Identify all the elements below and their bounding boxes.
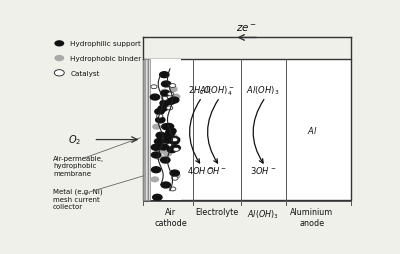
Circle shape	[160, 101, 169, 107]
Circle shape	[161, 182, 170, 188]
Circle shape	[161, 91, 170, 97]
Text: $Al(OH)_3$: $Al(OH)_3$	[246, 85, 280, 97]
Circle shape	[170, 135, 177, 140]
Circle shape	[157, 115, 163, 119]
Text: $3OH^-$: $3OH^-$	[250, 164, 276, 175]
Circle shape	[167, 147, 176, 153]
Circle shape	[152, 167, 161, 173]
Circle shape	[166, 99, 176, 105]
Circle shape	[170, 88, 177, 92]
Circle shape	[162, 82, 171, 88]
Circle shape	[161, 90, 168, 95]
Text: $4OH^-$: $4OH^-$	[187, 164, 214, 175]
Circle shape	[155, 155, 163, 160]
Text: $2H_2O$: $2H_2O$	[188, 85, 212, 97]
Text: Metal (e.g. Ni)
mesh current
collector: Metal (e.g. Ni) mesh current collector	[53, 188, 103, 209]
Circle shape	[167, 129, 176, 134]
Circle shape	[172, 95, 180, 100]
Circle shape	[170, 170, 179, 176]
Circle shape	[159, 145, 169, 150]
Circle shape	[150, 95, 160, 101]
Text: Air
cathode: Air cathode	[154, 208, 187, 227]
Circle shape	[157, 149, 164, 154]
Text: Air-permeable,
hydrophobic
membrane: Air-permeable, hydrophobic membrane	[53, 155, 104, 176]
Circle shape	[155, 109, 164, 115]
Circle shape	[154, 139, 164, 145]
Text: $O_2$: $O_2$	[68, 133, 81, 147]
Circle shape	[164, 124, 174, 130]
Text: $Al(OH)_4^-$: $Al(OH)_4^-$	[199, 84, 234, 98]
FancyArrowPatch shape	[190, 100, 200, 163]
Text: $ze^-$: $ze^-$	[236, 22, 257, 34]
Circle shape	[170, 84, 176, 88]
Circle shape	[151, 145, 160, 151]
Circle shape	[151, 177, 158, 182]
Circle shape	[162, 97, 168, 101]
Circle shape	[170, 137, 180, 143]
Circle shape	[163, 138, 172, 144]
Circle shape	[153, 125, 160, 130]
Circle shape	[166, 130, 175, 136]
Circle shape	[172, 139, 180, 144]
Circle shape	[156, 133, 165, 139]
Circle shape	[158, 106, 167, 112]
Circle shape	[161, 90, 168, 95]
Circle shape	[166, 106, 173, 110]
Text: Electrolyte: Electrolyte	[195, 208, 238, 216]
Bar	[150, 60, 181, 201]
Circle shape	[164, 134, 174, 139]
Circle shape	[170, 98, 179, 104]
Circle shape	[156, 118, 165, 123]
Circle shape	[151, 152, 161, 158]
Circle shape	[157, 133, 164, 138]
Circle shape	[54, 56, 64, 62]
Circle shape	[170, 139, 179, 145]
Circle shape	[162, 124, 171, 130]
Circle shape	[153, 195, 162, 200]
Text: $Al(OH)_3$: $Al(OH)_3$	[247, 208, 279, 220]
Circle shape	[54, 70, 64, 77]
Text: $Al$: $Al$	[307, 125, 317, 136]
Circle shape	[164, 152, 171, 156]
Bar	[143, 60, 351, 201]
Circle shape	[172, 138, 178, 142]
Circle shape	[151, 85, 157, 89]
Circle shape	[170, 187, 176, 191]
Text: $OH^-$: $OH^-$	[206, 164, 227, 175]
Circle shape	[173, 148, 179, 152]
Circle shape	[172, 173, 180, 178]
Text: Hydrophobic binder: Hydrophobic binder	[70, 56, 142, 62]
FancyArrowPatch shape	[208, 100, 218, 163]
Circle shape	[54, 41, 64, 47]
Text: Aluminium
anode: Aluminium anode	[290, 208, 334, 227]
Circle shape	[160, 72, 169, 78]
Bar	[143, 60, 150, 201]
Circle shape	[172, 177, 178, 181]
Circle shape	[161, 157, 170, 163]
Circle shape	[171, 145, 180, 151]
Circle shape	[166, 130, 173, 135]
Text: Catalyst: Catalyst	[70, 71, 100, 76]
FancyArrowPatch shape	[253, 100, 264, 163]
Circle shape	[168, 93, 174, 97]
Text: Hydrophilic support: Hydrophilic support	[70, 41, 141, 47]
